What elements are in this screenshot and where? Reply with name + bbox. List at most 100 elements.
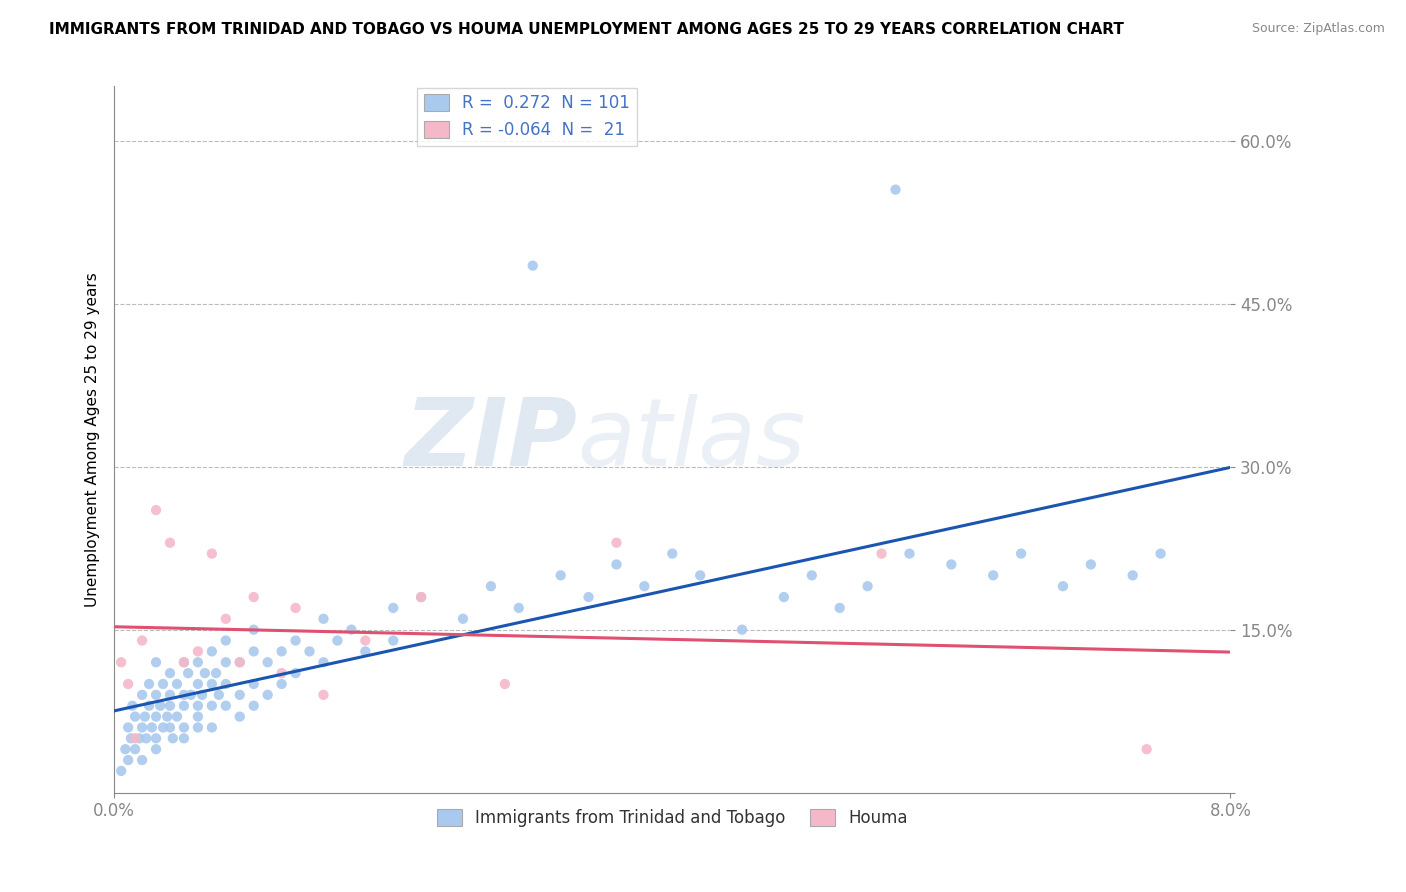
Point [145, 709, 167, 723]
Point [242, 698, 264, 713]
Point [215, 677, 238, 691]
Point [187, 677, 209, 691]
Point [382, 633, 405, 648]
Point [981, 568, 1004, 582]
Point [479, 579, 502, 593]
Point [120, 731, 142, 746]
Point [117, 721, 139, 735]
Point [208, 688, 231, 702]
Point [194, 666, 217, 681]
Point [229, 688, 252, 702]
Point [284, 633, 307, 648]
Point [284, 666, 307, 681]
Point [522, 259, 544, 273]
Point [312, 612, 335, 626]
Point [201, 644, 224, 658]
Point [145, 731, 167, 746]
Point [411, 590, 433, 604]
Point [312, 688, 335, 702]
Point [1010, 547, 1032, 561]
Point [152, 677, 174, 691]
Point [312, 655, 335, 669]
Point [340, 623, 363, 637]
Point [173, 731, 195, 746]
Point [114, 742, 136, 756]
Point [354, 644, 377, 658]
Point [159, 666, 181, 681]
Y-axis label: Unemployment Among Ages 25 to 29 years: Unemployment Among Ages 25 to 29 years [86, 272, 100, 607]
Point [270, 677, 292, 691]
Point [828, 601, 851, 615]
Point [1122, 568, 1144, 582]
Point [884, 183, 907, 197]
Point [856, 579, 879, 593]
Point [256, 655, 278, 669]
Point [229, 655, 252, 669]
Point [134, 709, 156, 723]
Point [201, 547, 224, 561]
Point [731, 623, 754, 637]
Point [1052, 579, 1074, 593]
Point [138, 698, 160, 713]
Point [159, 698, 181, 713]
Point [605, 558, 627, 572]
Point [162, 731, 184, 746]
Point [941, 558, 963, 572]
Text: atlas: atlas [578, 394, 806, 485]
Point [131, 721, 153, 735]
Point [145, 503, 167, 517]
Text: IMMIGRANTS FROM TRINIDAD AND TOBAGO VS HOUMA UNEMPLOYMENT AMONG AGES 25 TO 29 YE: IMMIGRANTS FROM TRINIDAD AND TOBAGO VS H… [49, 22, 1123, 37]
Point [187, 698, 209, 713]
Point [215, 633, 238, 648]
Point [508, 601, 530, 615]
Point [145, 742, 167, 756]
Point [242, 623, 264, 637]
Point [411, 590, 433, 604]
Point [298, 644, 321, 658]
Point [180, 688, 202, 702]
Point [166, 677, 188, 691]
Point [121, 698, 143, 713]
Point [242, 677, 264, 691]
Point [159, 688, 181, 702]
Point [131, 633, 153, 648]
Point [354, 633, 377, 648]
Point [870, 547, 893, 561]
Point [229, 655, 252, 669]
Point [578, 590, 600, 604]
Point [215, 655, 238, 669]
Point [135, 731, 157, 746]
Point [110, 655, 132, 669]
Point [131, 753, 153, 767]
Legend: Immigrants from Trinidad and Tobago, Houma: Immigrants from Trinidad and Tobago, Hou… [430, 802, 915, 834]
Point [550, 568, 572, 582]
Point [187, 721, 209, 735]
Point [661, 547, 683, 561]
Point [131, 688, 153, 702]
Text: ZIP: ZIP [405, 393, 578, 485]
Point [159, 721, 181, 735]
Point [633, 579, 655, 593]
Point [284, 601, 307, 615]
Point [773, 590, 796, 604]
Point [215, 698, 238, 713]
Point [229, 709, 252, 723]
Point [138, 677, 160, 691]
Point [110, 764, 132, 778]
Point [173, 721, 195, 735]
Point [1080, 558, 1102, 572]
Point [689, 568, 711, 582]
Point [149, 698, 172, 713]
Point [117, 753, 139, 767]
Point [270, 644, 292, 658]
Point [201, 677, 224, 691]
Point [215, 612, 238, 626]
Point [141, 721, 163, 735]
Point [124, 742, 146, 756]
Point [166, 709, 188, 723]
Point [124, 731, 146, 746]
Point [124, 709, 146, 723]
Point [156, 709, 179, 723]
Point [187, 655, 209, 669]
Point [187, 644, 209, 658]
